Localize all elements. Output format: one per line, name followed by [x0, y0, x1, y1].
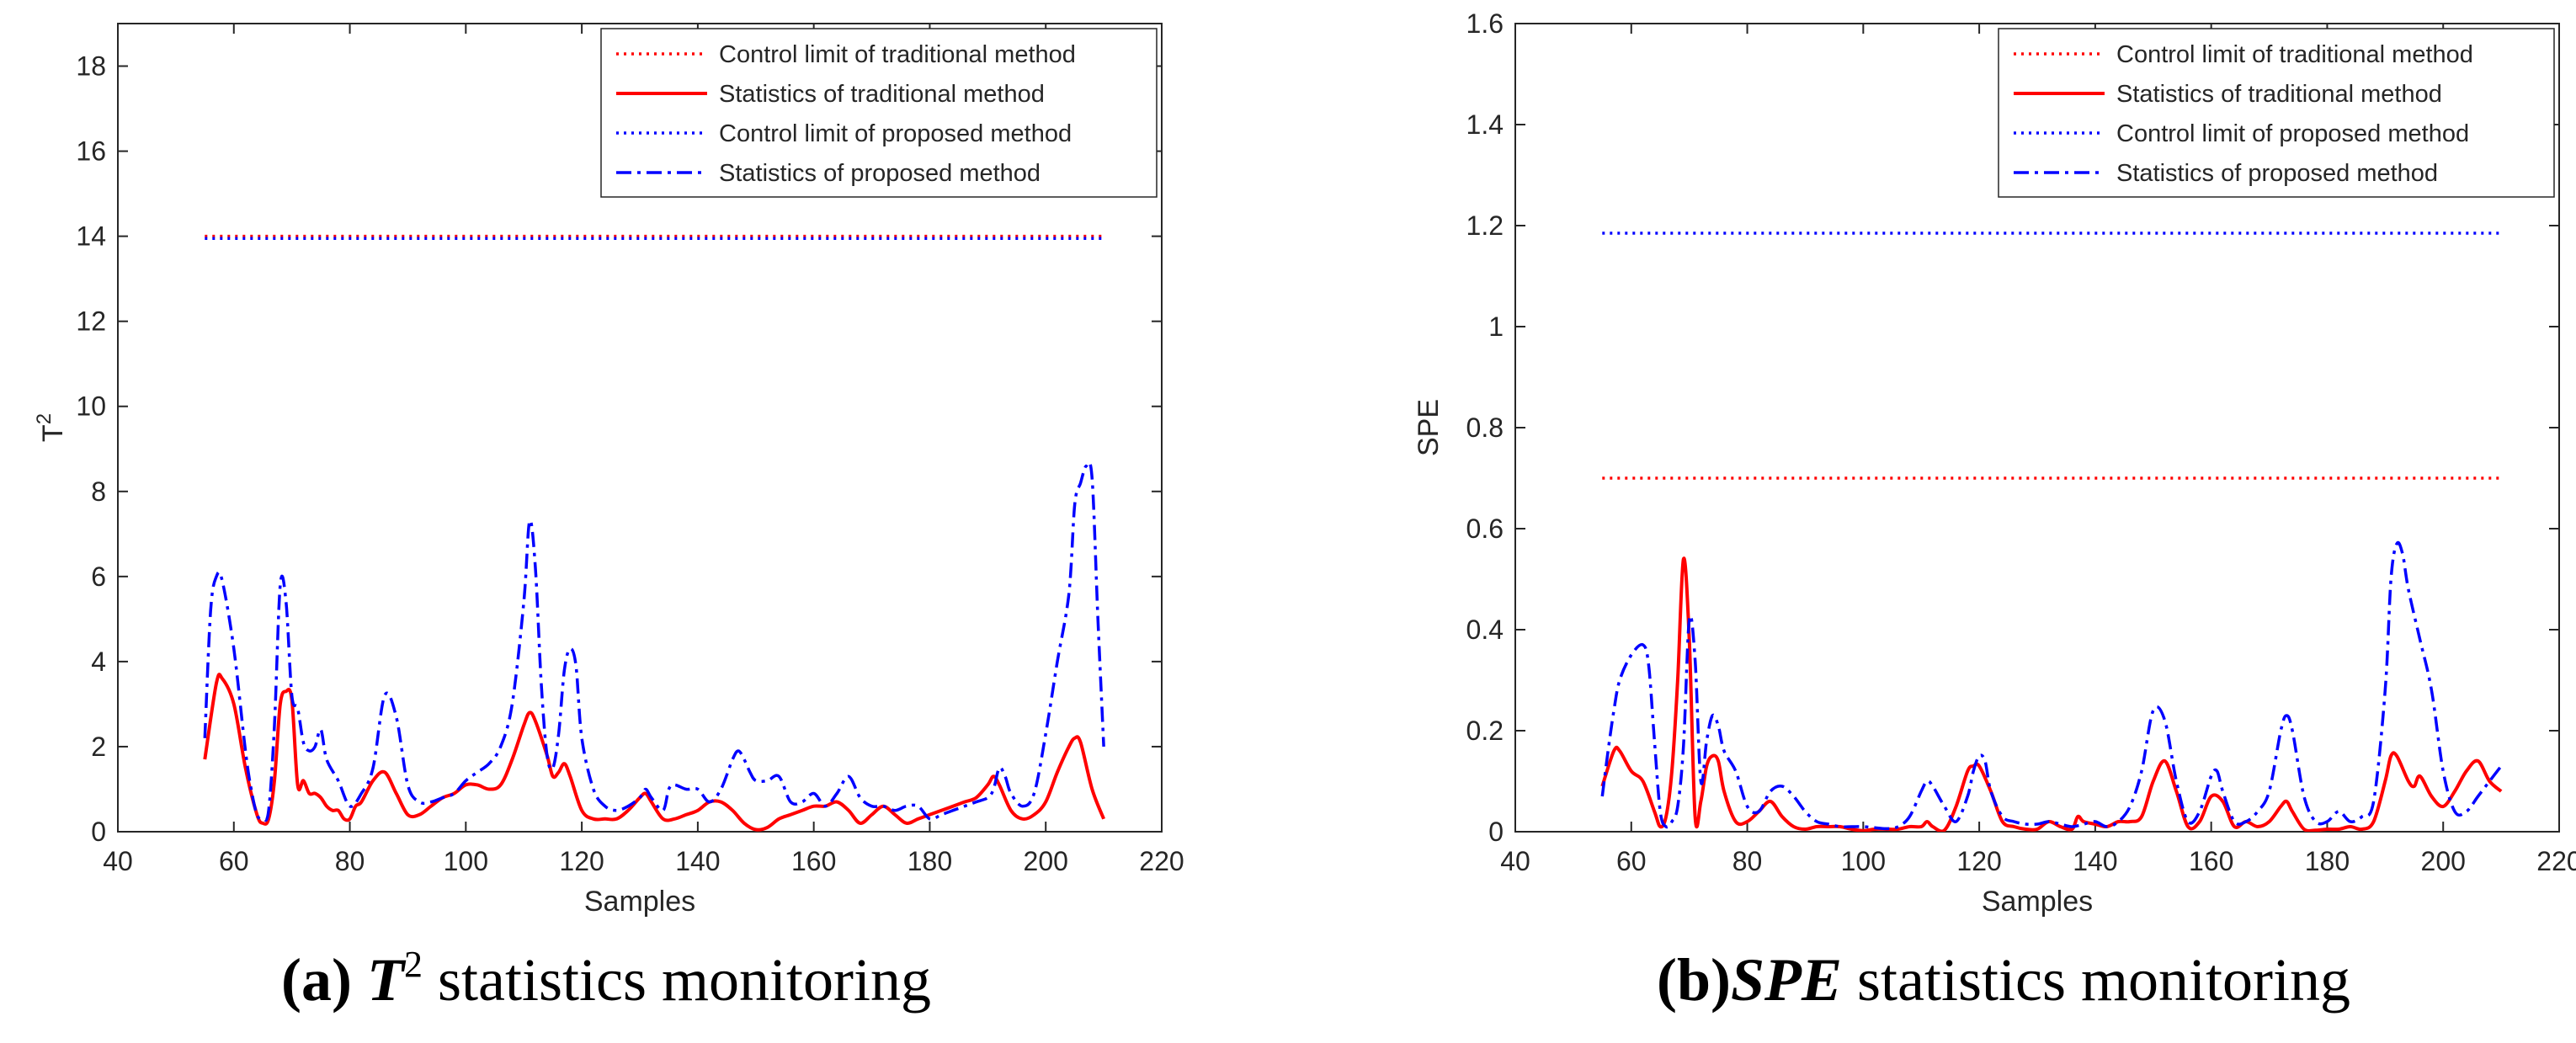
y-tick-label: 1.2: [1466, 210, 1504, 241]
caption-text: statistics monitoring: [423, 946, 931, 1014]
y-tick-label: 0: [91, 817, 106, 847]
x-tick-label: 220: [1139, 846, 1184, 876]
y-axis-label: SPE: [1413, 399, 1445, 456]
y-tick-label: 0.2: [1466, 716, 1504, 746]
y-tick-label: 6: [91, 561, 106, 592]
series-line-4: [203, 460, 1105, 822]
x-tick-label: 200: [2421, 846, 2466, 876]
x-tick-label: 220: [2536, 846, 2576, 876]
x-tick-label: 120: [1956, 846, 2001, 876]
legend-entry-label: Control limit of proposed method: [719, 120, 1072, 147]
x-axis-label: Samples: [584, 886, 695, 918]
caption-symbol: SPE: [1731, 946, 1842, 1014]
y-tick-label: 18: [76, 51, 106, 82]
chart-panel-b: 40 60 80 100 120 140 160 180 200 220 0 0.2 0.4 0.6 0.8…: [1413, 8, 2576, 1014]
x-tick-label: 180: [2305, 846, 2350, 876]
legend-entry-label: Statistics of proposed method: [2116, 160, 2438, 187]
x-tick-label: 80: [335, 846, 365, 876]
y-tick-label: 1.4: [1466, 109, 1504, 140]
y-tick-label: 8: [91, 476, 106, 507]
y-tick-label: 1: [1488, 311, 1504, 342]
y-tick-label: 1.6: [1466, 8, 1504, 39]
y-tick-label: 12: [76, 306, 106, 337]
x-tick-label: 60: [1616, 846, 1647, 876]
x-tick-label: 160: [2189, 846, 2233, 876]
y-tick-label: 0.6: [1466, 514, 1504, 544]
caption-prefix: (b): [1657, 946, 1731, 1014]
x-axis-label: Samples: [1982, 886, 2093, 918]
y-tick-label: 0.8: [1466, 412, 1504, 443]
x-tick-label: 200: [1024, 846, 1068, 876]
x-tick-label: 180: [907, 846, 952, 876]
series-line-2: [1600, 556, 2503, 832]
y-tick-label: 0: [1488, 817, 1504, 847]
panel-caption: (a) T2 statistics monitoring: [281, 944, 931, 1014]
series-line-4: [1600, 540, 2503, 831]
legend-box: [600, 28, 1158, 198]
caption-text: statistics monitoring: [1842, 946, 2350, 1014]
x-tick-label: 140: [675, 846, 720, 876]
legend-entry-label: Statistics of proposed method: [719, 160, 1041, 187]
caption-prefix: (a): [281, 946, 352, 1014]
y-tick-label: 4: [91, 647, 106, 677]
x-tick-label: 40: [1500, 846, 1530, 876]
legend-entry-label: Statistics of traditional method: [719, 81, 1045, 108]
x-tick-label: 100: [444, 846, 488, 876]
legend-entry-label: Control limit of traditional method: [2116, 41, 2473, 68]
caption-symbol: T: [367, 946, 407, 1014]
y-tick-label: 2: [91, 732, 106, 762]
caption-superscript: 2: [404, 944, 423, 985]
x-tick-label: 100: [1841, 846, 1886, 876]
x-tick-label: 140: [2073, 846, 2117, 876]
series-line-2: [203, 673, 1105, 832]
y-tick-label: 0.4: [1466, 615, 1504, 645]
y-axis-label: T2: [33, 413, 69, 442]
chart-panel-a: 40 60 80 100 120 140 160 180 200 220 0 2 4 6 8 10 12 14 16…: [33, 23, 1184, 1014]
legend-entry-label: Control limit of traditional method: [719, 41, 1076, 68]
x-tick-label: 160: [791, 846, 836, 876]
y-tick-label: 16: [76, 136, 106, 167]
legend-entry-label: Statistics of traditional method: [2116, 81, 2442, 108]
x-tick-label: 80: [1732, 846, 1763, 876]
y-tick-label: 10: [76, 391, 106, 422]
legend-box: [1998, 28, 2555, 198]
y-tick-label: 14: [76, 221, 106, 252]
legend: Control limit of traditional method Stati…: [600, 28, 1158, 198]
x-tick-label: 120: [559, 846, 604, 876]
x-tick-label: 60: [219, 846, 249, 876]
legend: Control limit of traditional method Stati…: [1998, 28, 2555, 198]
legend-entry-label: Control limit of proposed method: [2116, 120, 2469, 147]
panel-caption: (b)SPE statistics monitoring: [1657, 946, 2350, 1014]
y-axis-label-superscript: 2: [33, 413, 56, 424]
x-tick-label: 40: [103, 846, 133, 876]
